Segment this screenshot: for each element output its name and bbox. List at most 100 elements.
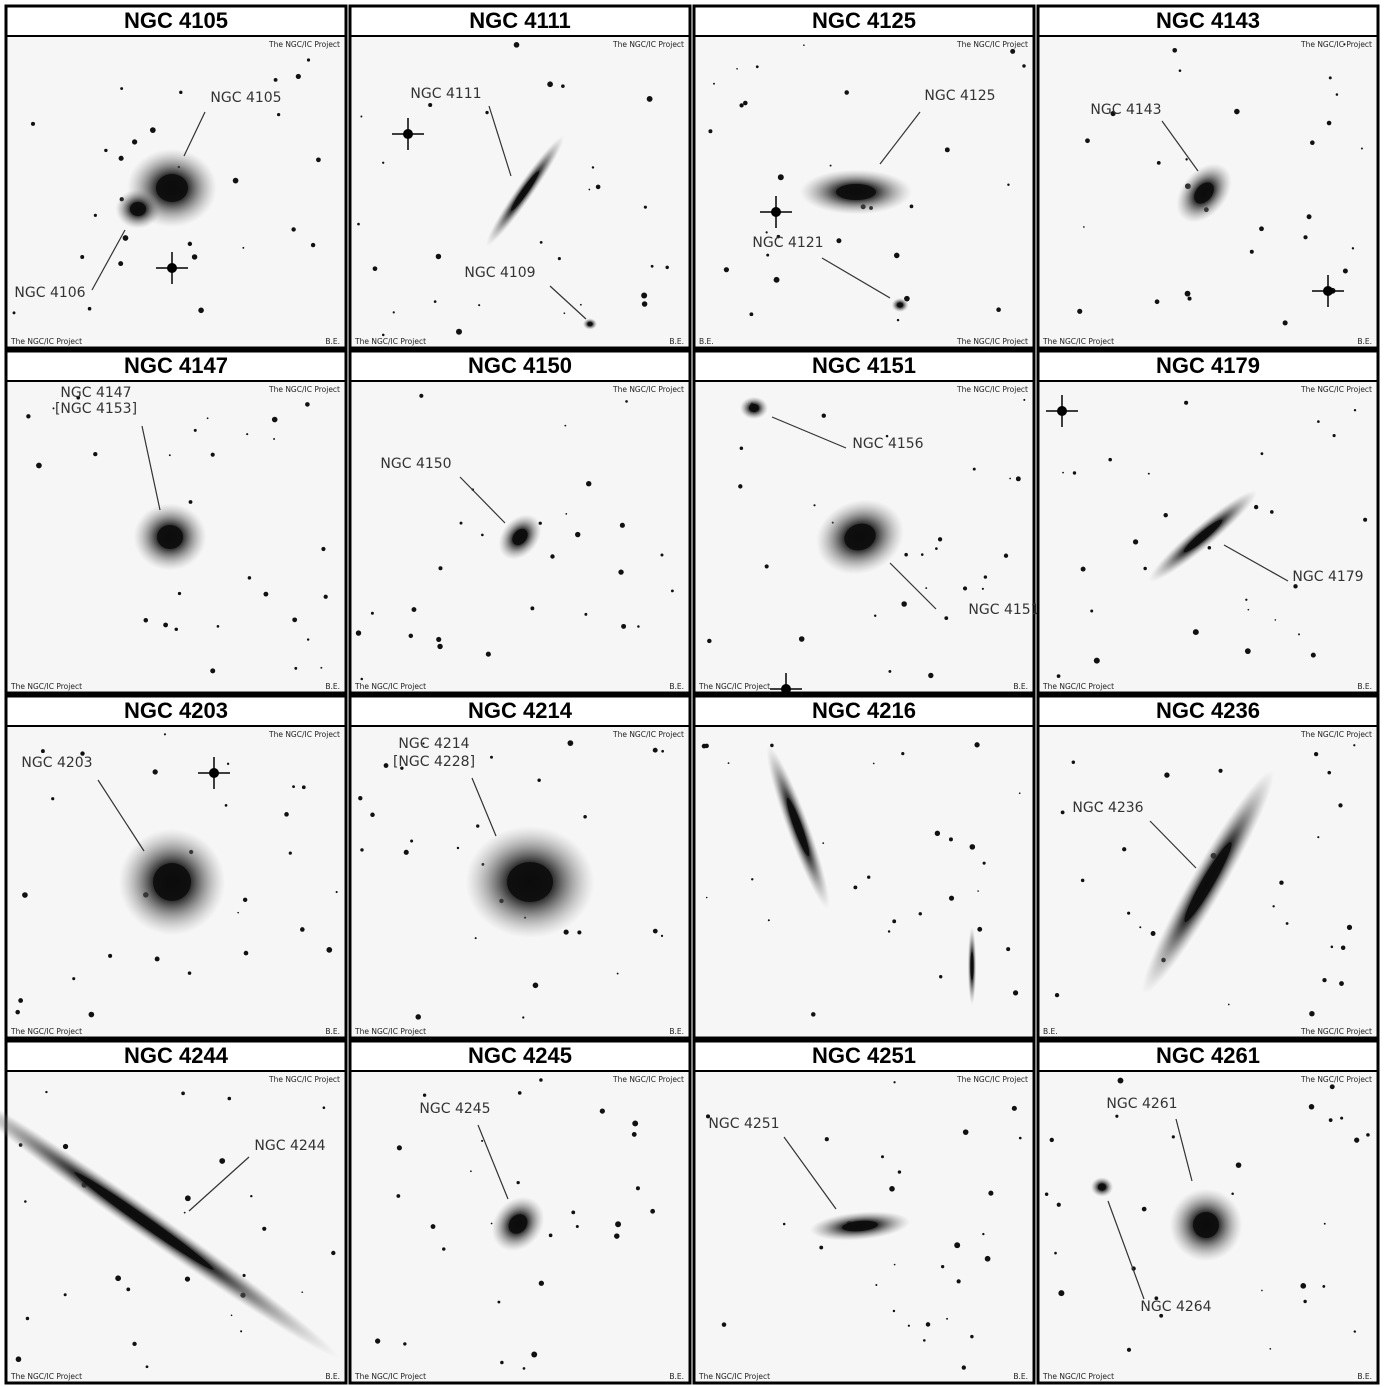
star bbox=[1338, 803, 1343, 808]
image-credit: The NGC/IC Project bbox=[10, 337, 82, 346]
star bbox=[981, 587, 984, 590]
star bbox=[1077, 308, 1083, 314]
galaxy-core bbox=[1184, 842, 1232, 922]
star bbox=[76, 395, 81, 400]
star bbox=[777, 174, 784, 181]
star bbox=[1011, 1105, 1017, 1111]
star bbox=[641, 292, 648, 299]
star bbox=[875, 1284, 878, 1287]
star bbox=[1317, 836, 1320, 839]
star bbox=[485, 651, 491, 657]
star bbox=[242, 897, 248, 903]
object-label: NGC 4156 bbox=[852, 436, 923, 452]
star bbox=[705, 1114, 711, 1119]
star bbox=[262, 1226, 267, 1231]
star bbox=[1132, 539, 1139, 545]
star bbox=[177, 591, 182, 596]
star bbox=[152, 769, 158, 775]
star bbox=[923, 1339, 926, 1342]
star bbox=[591, 166, 595, 169]
galaxy-core bbox=[157, 525, 183, 549]
star bbox=[1235, 1162, 1242, 1168]
star bbox=[530, 606, 535, 611]
object-label: NGC 4143 bbox=[1090, 102, 1161, 118]
leader-line bbox=[459, 476, 506, 524]
panel-title: NGC 4216 bbox=[812, 698, 916, 723]
star bbox=[652, 928, 658, 934]
star bbox=[375, 1338, 381, 1344]
star bbox=[1227, 1003, 1230, 1006]
star bbox=[15, 1356, 22, 1363]
object-label: NGC 4236 bbox=[1072, 800, 1143, 816]
star bbox=[430, 1224, 436, 1229]
star bbox=[531, 1351, 538, 1358]
star bbox=[1054, 992, 1060, 998]
star bbox=[893, 1263, 896, 1266]
galaxy-core bbox=[156, 174, 188, 202]
star bbox=[661, 749, 664, 753]
star bbox=[396, 1145, 402, 1151]
star bbox=[321, 546, 326, 552]
star bbox=[370, 812, 375, 818]
star bbox=[400, 766, 404, 770]
panel-title: NGC 4111 bbox=[469, 8, 571, 33]
star bbox=[500, 1360, 504, 1365]
star bbox=[749, 312, 754, 317]
star bbox=[1127, 911, 1131, 915]
star bbox=[928, 672, 934, 679]
star bbox=[563, 929, 569, 935]
star bbox=[962, 1129, 969, 1135]
star bbox=[988, 1190, 994, 1196]
star bbox=[478, 304, 481, 307]
star bbox=[1023, 398, 1026, 401]
star bbox=[242, 246, 245, 249]
star bbox=[1340, 945, 1346, 951]
image-credit: The NGC/IC Project bbox=[1042, 682, 1114, 691]
star bbox=[1340, 1116, 1344, 1120]
star-spikes bbox=[1312, 275, 1344, 307]
star bbox=[713, 82, 715, 85]
star bbox=[422, 1093, 427, 1097]
star bbox=[247, 576, 252, 580]
object-label: NGC 4151 bbox=[968, 602, 1039, 618]
galaxy-core bbox=[508, 1214, 528, 1234]
image-credit: The NGC/IC Project bbox=[1042, 337, 1114, 346]
star bbox=[1346, 924, 1353, 930]
image-credit: B.E. bbox=[325, 1372, 340, 1381]
star bbox=[357, 222, 360, 226]
star bbox=[131, 139, 138, 145]
panel: NGC 4261 NGC 4261 NGC 4264 The NGC/IC Proje… bbox=[1036, 1039, 1380, 1385]
star bbox=[306, 58, 311, 62]
star bbox=[615, 1221, 622, 1228]
star bbox=[433, 300, 437, 303]
star bbox=[977, 926, 983, 932]
star bbox=[316, 157, 321, 163]
image-credit: The NGC/IC Project bbox=[956, 1075, 1028, 1084]
star bbox=[294, 666, 298, 670]
star bbox=[273, 438, 276, 440]
image-credit: B.E. bbox=[669, 1372, 684, 1381]
star bbox=[538, 1280, 544, 1286]
star bbox=[108, 953, 113, 958]
image-credit: B.E. bbox=[1043, 1027, 1058, 1036]
star bbox=[887, 930, 891, 933]
star bbox=[907, 1324, 911, 1327]
star bbox=[904, 552, 908, 557]
panel-title: NGC 4147 bbox=[124, 353, 228, 378]
image-credit: The NGC/IC Project bbox=[354, 682, 426, 691]
star bbox=[819, 1245, 824, 1250]
star bbox=[901, 601, 907, 607]
star bbox=[925, 1322, 931, 1327]
star bbox=[798, 636, 805, 642]
star bbox=[579, 303, 582, 306]
panel: NGC 4125 NGC 4125 NGC 4121 The NGC/IC Proje… bbox=[692, 4, 1036, 350]
leader-line bbox=[1161, 120, 1199, 172]
star bbox=[408, 633, 414, 639]
star bbox=[358, 796, 363, 801]
star bbox=[415, 1014, 421, 1020]
image-credit: B.E. bbox=[1013, 682, 1028, 691]
star bbox=[1080, 878, 1085, 883]
star bbox=[1253, 504, 1259, 510]
star bbox=[143, 618, 149, 623]
galaxy-core bbox=[512, 528, 528, 546]
